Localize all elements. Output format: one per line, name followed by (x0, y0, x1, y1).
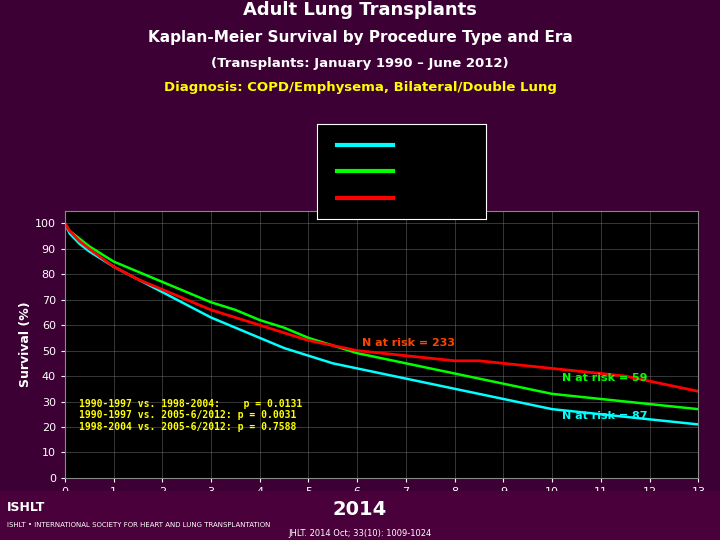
Text: N at risk = 87: N at risk = 87 (562, 411, 647, 421)
Text: N at risk = 233: N at risk = 233 (362, 338, 455, 348)
Y-axis label: Survival (%): Survival (%) (19, 301, 32, 387)
Text: ISHLT • INTERNATIONAL SOCIETY FOR HEART AND LUNG TRANSPLANTATION: ISHLT • INTERNATIONAL SOCIETY FOR HEART … (7, 522, 271, 528)
Text: JHLT. 2014 Oct; 33(10): 1009-1024: JHLT. 2014 Oct; 33(10): 1009-1024 (289, 529, 431, 538)
Text: ISHLT: ISHLT (7, 501, 45, 514)
Text: (Transplants: January 1990 – June 2012): (Transplants: January 1990 – June 2012) (211, 57, 509, 70)
Text: Kaplan-Meier Survival by Procedure Type and Era: Kaplan-Meier Survival by Procedure Type … (148, 30, 572, 45)
Text: Diagnosis: COPD/Emphysema, Bilateral/Double Lung: Diagnosis: COPD/Emphysema, Bilateral/Dou… (163, 81, 557, 94)
Text: 1990-1997 vs. 1998-2004:    p = 0.0131
1990-1997 vs. 2005-6/2012: p = 0.0031
199: 1990-1997 vs. 1998-2004: p = 0.0131 1990… (79, 399, 302, 432)
Text: 2014: 2014 (333, 500, 387, 519)
Text: Adult Lung Transplants: Adult Lung Transplants (243, 1, 477, 19)
Text: N at risk = 59: N at risk = 59 (562, 373, 647, 383)
X-axis label: Years: Years (362, 500, 401, 512)
